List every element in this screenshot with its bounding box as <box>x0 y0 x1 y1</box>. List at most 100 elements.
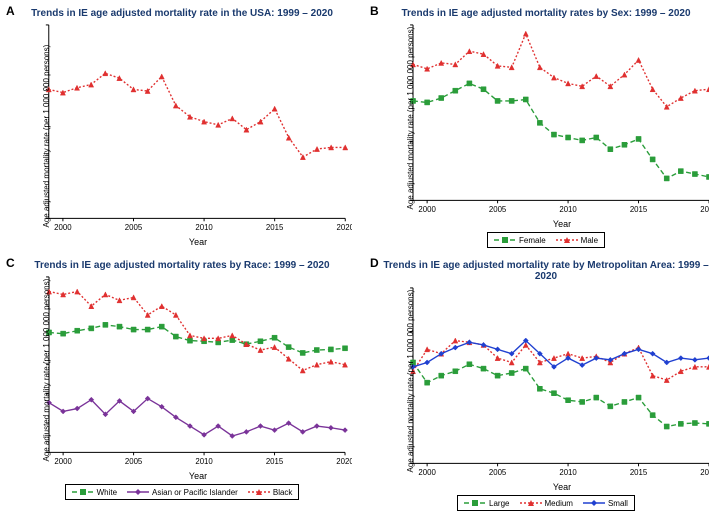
legend-label: Small <box>608 499 628 508</box>
series-marker-small <box>580 363 585 368</box>
series-marker-black <box>314 362 319 367</box>
legend-label: Black <box>273 488 293 497</box>
series-marker-male <box>467 49 472 54</box>
series-marker-large <box>580 399 585 404</box>
series-marker-male <box>636 57 641 62</box>
chart-area: Age adjusted mortality rate (per 1 000 0… <box>44 21 352 236</box>
series-marker-large <box>650 413 655 418</box>
series-marker-white <box>117 324 122 329</box>
series-marker-black <box>75 289 80 294</box>
series-marker-api <box>244 429 249 434</box>
series-marker-large <box>425 380 430 385</box>
chart-svg: 1822263020002005201020152020 <box>44 21 352 236</box>
legend-label: Large <box>489 499 509 508</box>
series-marker-black <box>258 347 263 352</box>
series-marker-male <box>566 81 571 86</box>
chart-svg: 1822263020002005201020152020 <box>408 21 709 218</box>
series-marker-female <box>664 176 669 181</box>
series-marker-female <box>692 171 697 176</box>
series-marker-small <box>692 357 697 362</box>
series-marker-small <box>636 347 641 352</box>
series-marker-large <box>495 373 500 378</box>
series-marker-female <box>551 132 556 137</box>
series-marker-overall <box>314 146 319 151</box>
svg-text:2020: 2020 <box>700 468 709 477</box>
series-marker-female <box>636 136 641 141</box>
series-marker-large <box>692 420 697 425</box>
y-axis-label: Age adjusted mortality rate (per 1 000 0… <box>42 282 51 461</box>
legend-item-white: White <box>72 487 117 497</box>
series-marker-female <box>537 120 542 125</box>
svg-text:2000: 2000 <box>54 457 72 466</box>
series-marker-large <box>523 366 528 371</box>
series-marker-overall <box>89 82 94 87</box>
series-marker-black <box>117 298 122 303</box>
series-marker-large <box>608 404 613 409</box>
chart-title: Trends in IE age adjusted mortality rate… <box>366 260 709 282</box>
series-marker-small <box>495 347 500 352</box>
series-marker-large <box>566 398 571 403</box>
panel-label: B <box>370 4 379 18</box>
series-marker-medium <box>580 356 585 361</box>
y-axis-label: Age adjusted mortality rate (per 1 000 0… <box>406 30 415 209</box>
series-marker-api <box>328 425 333 430</box>
series-marker-female <box>425 100 430 105</box>
series-marker-white <box>342 346 347 351</box>
x-axis-label: Year <box>44 471 352 481</box>
series-marker-female <box>580 138 585 143</box>
legend-label: White <box>97 488 117 497</box>
svg-text:2000: 2000 <box>54 223 72 232</box>
series-marker-large <box>664 424 669 429</box>
series-line-male <box>413 34 709 107</box>
series-marker-small <box>453 345 458 350</box>
series-marker-large <box>537 386 542 391</box>
y-axis-label: Age adjusted mortality rate (per 1 000 0… <box>42 30 51 227</box>
series-marker-medium <box>495 356 500 361</box>
series-marker-white <box>131 327 136 332</box>
series-marker-female <box>453 88 458 93</box>
svg-text:2005: 2005 <box>125 457 143 466</box>
series-marker-api <box>314 423 319 428</box>
series-marker-female <box>594 135 599 140</box>
series-marker-white <box>314 347 319 352</box>
chart-area: Age adjusted mortality rate (per 1 000 0… <box>408 284 709 481</box>
chart-svg: 510152025303520002005201020152020 <box>44 273 352 470</box>
series-marker-large <box>636 395 641 400</box>
series-marker-female <box>481 87 486 92</box>
series-marker-medium <box>453 338 458 343</box>
series-marker-white <box>75 328 80 333</box>
series-marker-female <box>467 81 472 86</box>
chart-title: Trends in IE age adjusted mortality rate… <box>366 8 709 19</box>
panel-label: C <box>6 256 15 270</box>
series-marker-api <box>258 423 263 428</box>
series-marker-white <box>328 347 333 352</box>
chart-area: Age adjusted mortality rate (per 1 000 0… <box>44 273 352 470</box>
svg-text:2010: 2010 <box>559 205 577 214</box>
series-marker-male <box>594 74 599 79</box>
series-marker-female <box>622 142 627 147</box>
panel-A: ATrends in IE age adjusted mortality rat… <box>0 0 364 252</box>
panel-C: CTrends in IE age adjusted mortality rat… <box>0 252 364 515</box>
series-marker-overall <box>258 119 263 124</box>
series-marker-medium <box>509 360 514 365</box>
svg-text:2000: 2000 <box>418 468 436 477</box>
series-marker-white <box>300 350 305 355</box>
svg-text:2010: 2010 <box>559 468 577 477</box>
chart-title: Trends in IE age adjusted mortality rate… <box>2 8 362 19</box>
series-marker-female <box>566 135 571 140</box>
series-marker-female <box>608 147 613 152</box>
series-marker-male <box>622 72 627 77</box>
series-marker-white <box>286 345 291 350</box>
panel-label: A <box>6 4 15 18</box>
x-axis-label: Year <box>408 482 709 492</box>
svg-text:2015: 2015 <box>266 457 284 466</box>
series-marker-white <box>258 339 263 344</box>
legend-label: Medium <box>545 499 573 508</box>
series-marker-large <box>467 362 472 367</box>
series-marker-male <box>537 65 542 70</box>
legend-item-api: Asian or Pacific Islander <box>127 487 238 497</box>
series-marker-male <box>509 65 514 70</box>
series-marker-male <box>650 87 655 92</box>
series-marker-small <box>678 356 683 361</box>
svg-text:2020: 2020 <box>337 223 352 232</box>
